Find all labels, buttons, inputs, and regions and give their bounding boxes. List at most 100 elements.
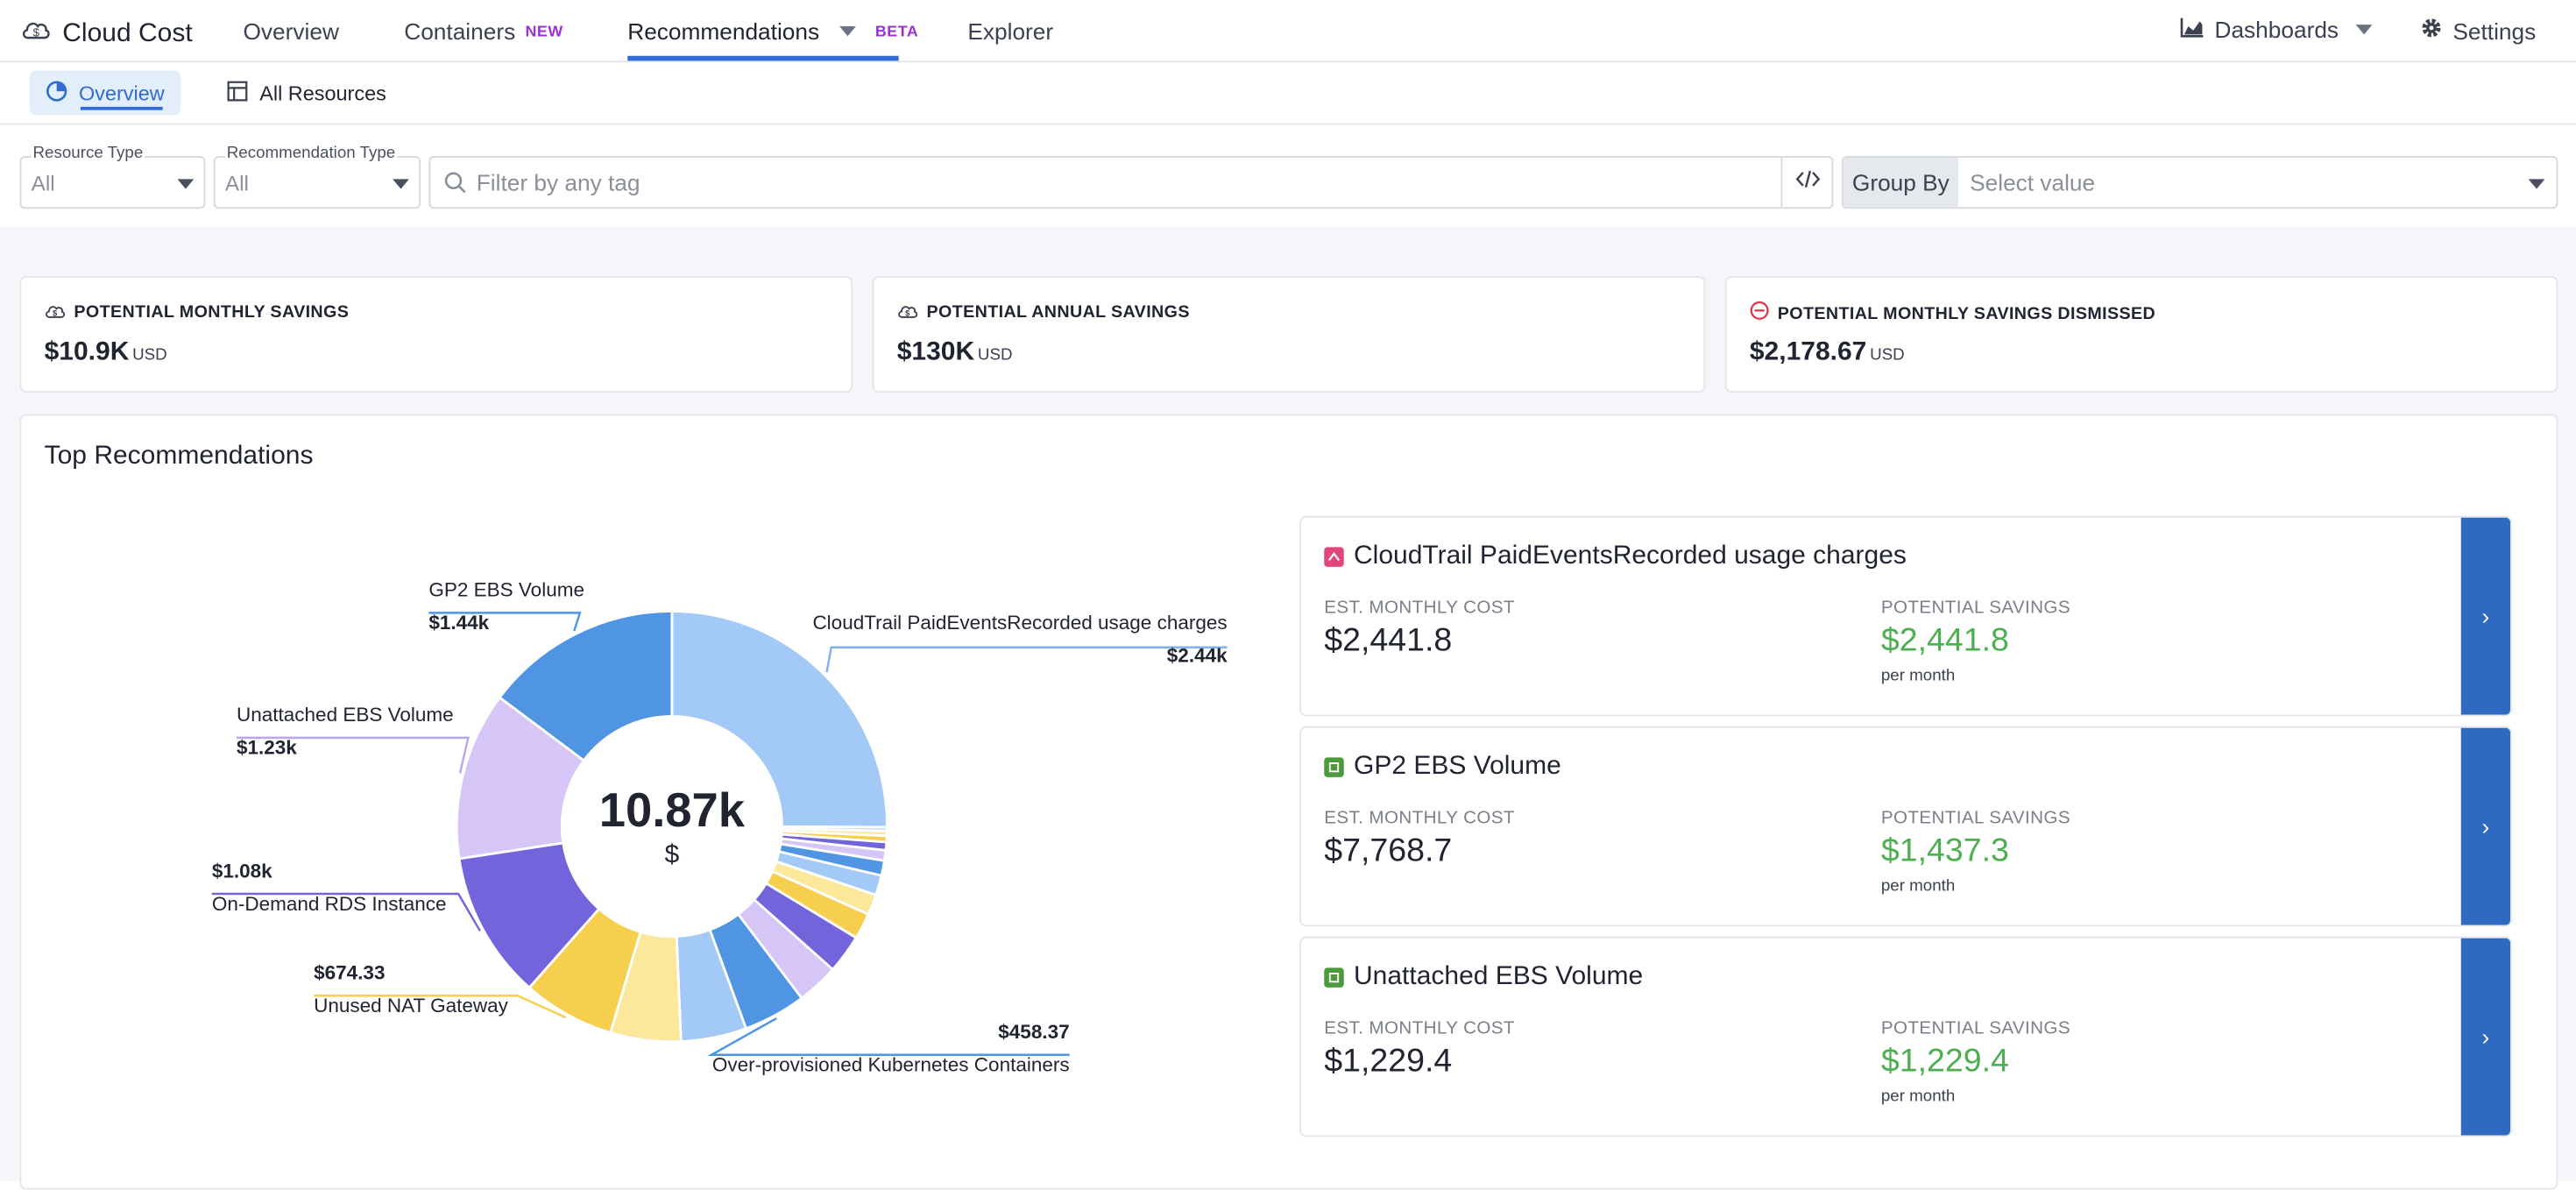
- value-unit: USD: [132, 346, 167, 365]
- leader-line: [825, 646, 1228, 673]
- table-icon: [227, 80, 248, 106]
- recommendation-title: GP2 EBS Volume: [1324, 753, 1561, 783]
- leader-line: [237, 736, 470, 774]
- tab-label: Recommendations: [627, 18, 820, 45]
- card-title-text: POTENTIAL ANNUAL SAVINGS: [926, 302, 1190, 322]
- recommendation-title: CloudTrail PaidEventsRecorded usage char…: [1324, 542, 1907, 572]
- cost-value: $2,441.8: [1324, 622, 1453, 659]
- open-recommendation-button[interactable]: ›: [2460, 727, 2510, 925]
- cloud-dollar-icon: $: [897, 301, 918, 323]
- slice-value-label: $1.44k: [428, 612, 489, 634]
- search-icon: [443, 171, 466, 202]
- open-recommendation-button[interactable]: ›: [2460, 938, 2510, 1136]
- slice-label: Unattached EBS Volume: [237, 704, 454, 726]
- tag-filter-search: [428, 156, 1834, 209]
- svg-text:$: $: [905, 309, 910, 318]
- savings-label: POTENTIAL SAVINGS: [1880, 1018, 2070, 1039]
- chevron-down-icon: [393, 179, 409, 189]
- subtab-label: All Resources: [259, 81, 386, 105]
- cloudtrail-icon: [1324, 547, 1344, 567]
- leader-line: [707, 1016, 1070, 1056]
- dismissed-icon: [1750, 301, 1770, 325]
- tab-containers[interactable]: Containers NEW: [404, 18, 563, 45]
- cloud-dollar-icon: $: [45, 301, 66, 323]
- slice-label: GP2 EBS Volume: [428, 579, 584, 601]
- per-month-label: per month: [1880, 667, 1956, 685]
- savings-value: $2,441.8: [1880, 622, 2009, 659]
- top-nav: $ Cloud Cost Overview Containers NEW Rec…: [0, 0, 2576, 63]
- filter-bar: Resource Type All Recommendation Type Al…: [0, 124, 2576, 227]
- leader-line: [211, 892, 481, 931]
- savings-label: POTENTIAL SAVINGS: [1880, 598, 2070, 619]
- donut-center-unit: $: [665, 839, 680, 868]
- gear-icon: [2420, 17, 2443, 45]
- cloud-cost-icon: $: [20, 13, 53, 54]
- resource-type-value: All: [31, 171, 55, 196]
- card-title-text: POTENTIAL MONTHLY SAVINGS DISMISSED: [1777, 302, 2156, 323]
- recommendation-card[interactable]: CloudTrail PaidEventsRecorded usage char…: [1299, 515, 2512, 717]
- value-text: $2,178.67: [1749, 338, 1867, 367]
- chevron-right-icon: ›: [2481, 1024, 2490, 1051]
- recommendation-type-value: All: [224, 171, 249, 196]
- per-month-label: per month: [1880, 877, 1956, 896]
- recommendation-card[interactable]: GP2 EBS Volume EST. MONTHLY COST $7,768.…: [1299, 726, 2512, 927]
- new-badge: NEW: [525, 22, 563, 40]
- tab-explorer[interactable]: Explorer: [967, 18, 1053, 45]
- tab-overview[interactable]: Overview: [244, 18, 339, 45]
- recommendation-card[interactable]: Unattached EBS Volume EST. MONTHLY COST …: [1299, 936, 2512, 1137]
- savings-label: POTENTIAL SAVINGS: [1880, 808, 2070, 829]
- tab-label: Overview: [243, 18, 339, 45]
- card-title: $ POTENTIAL MONTHLY SAVINGS: [45, 301, 350, 323]
- dashboards-menu[interactable]: Dashboards: [2180, 16, 2372, 43]
- recommendation-title-text: CloudTrail PaidEventsRecorded usage char…: [1354, 542, 1907, 570]
- recommendation-type-select[interactable]: Recommendation Type All: [213, 145, 421, 209]
- monthly-savings-card: $ POTENTIAL MONTHLY SAVINGS $10.9K USD: [19, 276, 853, 393]
- recommendation-title: Unattached EBS Volume: [1324, 963, 1643, 993]
- subtab-all-resources[interactable]: All Resources: [210, 71, 403, 116]
- sub-nav: Overview All Resources: [0, 62, 2576, 125]
- savings-value: $1,437.3: [1880, 832, 2009, 869]
- value-text: $130K: [896, 338, 975, 367]
- subtab-label: Overview: [79, 81, 165, 105]
- brand[interactable]: $ Cloud Cost: [20, 13, 193, 54]
- code-icon: [1794, 167, 1820, 197]
- svg-text:$: $: [33, 25, 40, 39]
- donut-slice[interactable]: [670, 610, 888, 829]
- ebs-icon: [1324, 967, 1344, 988]
- cost-label: EST. MONTHLY COST: [1324, 598, 1515, 619]
- slice-label: CloudTrail PaidEventsRecorded usage char…: [812, 612, 1227, 634]
- chevron-down-icon: [177, 179, 195, 189]
- chevron-right-icon: ›: [2481, 813, 2490, 840]
- slice-label: Over-provisioned Kubernetes Containers: [712, 1054, 1070, 1076]
- value-unit: USD: [1870, 346, 1905, 365]
- group-by-select[interactable]: Group By Select value: [1841, 156, 2558, 209]
- top-recommendations-panel: Top Recommendations CloudTrail PaidEvent…: [19, 414, 2558, 1190]
- subtab-overview[interactable]: Overview: [29, 70, 181, 116]
- slice-value-label: $1.23k: [237, 737, 297, 759]
- card-title-text: POTENTIAL MONTHLY SAVINGS: [74, 302, 350, 322]
- brand-name: Cloud Cost: [62, 18, 193, 47]
- slice-value-label: $1.08k: [212, 860, 272, 882]
- chevron-down-icon[interactable]: [839, 26, 856, 37]
- dashboards-label: Dashboards: [2214, 16, 2339, 43]
- search-input[interactable]: [473, 158, 1778, 208]
- card-value: $10.9K USD: [45, 338, 167, 368]
- group-by-label: Group By: [1843, 158, 1958, 208]
- chevron-down-icon: [2528, 179, 2545, 189]
- group-by-value: Select value: [1970, 169, 2096, 196]
- tab-label: Explorer: [967, 18, 1054, 45]
- chevron-down-icon: [2354, 25, 2372, 35]
- donut-slice[interactable]: [498, 610, 674, 762]
- annual-savings-card: $ POTENTIAL ANNUAL SAVINGS $130K USD: [872, 276, 1706, 393]
- value-text: $10.9K: [44, 338, 130, 367]
- tab-recommendations[interactable]: Recommendations BETA: [627, 18, 918, 61]
- code-view-button[interactable]: [1780, 158, 1832, 208]
- open-recommendation-button[interactable]: ›: [2460, 517, 2510, 715]
- slice-label: On-Demand RDS Instance: [212, 893, 447, 915]
- recommendation-title-text: GP2 EBS Volume: [1354, 752, 1561, 781]
- settings-menu[interactable]: Settings: [2420, 17, 2536, 45]
- slice-value-label: $2.44k: [1167, 645, 1228, 667]
- card-value: $130K USD: [897, 338, 1013, 368]
- resource-type-select[interactable]: Resource Type All: [19, 145, 206, 209]
